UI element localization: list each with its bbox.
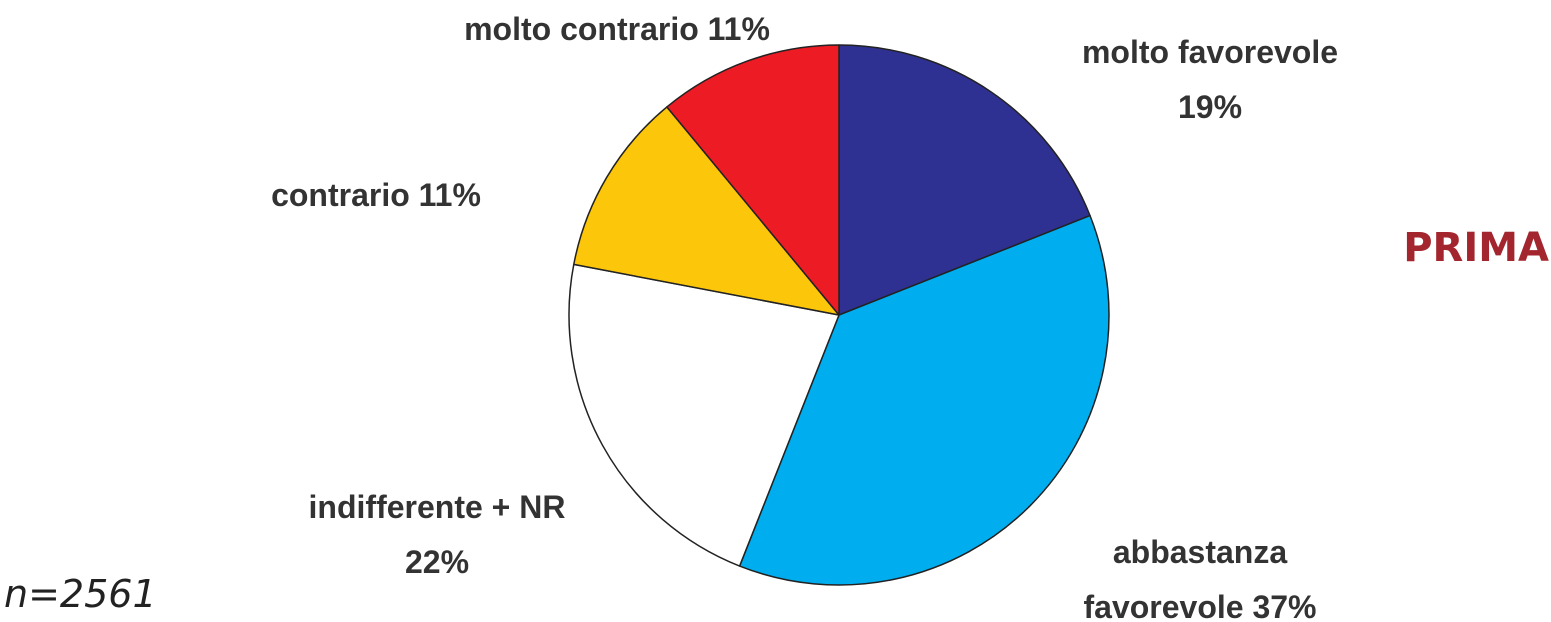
pie-slice bbox=[838, 44, 1091, 316]
category-name: contrario bbox=[271, 177, 410, 213]
value-label: 22% bbox=[404, 544, 470, 580]
value-label: 37% bbox=[1252, 589, 1317, 622]
pie-slice bbox=[568, 263, 840, 567]
slice-label: contrario 11% bbox=[166, 168, 586, 223]
value-label: 11% bbox=[418, 177, 481, 213]
category-name: molto favorevole bbox=[1081, 34, 1339, 70]
slice-label: indifferente + NR 22% bbox=[277, 480, 597, 590]
pie-slice bbox=[666, 44, 840, 316]
category-name: molto contrario bbox=[464, 11, 699, 47]
annotation: PRIMA bbox=[1403, 225, 1549, 271]
slice-label: abbastanza favorevole 37% bbox=[1055, 525, 1345, 622]
category-name: abbastanza favorevole bbox=[1083, 534, 1288, 622]
value-label: 19% bbox=[1177, 89, 1243, 125]
pie-slice bbox=[573, 106, 840, 316]
value-label: 11% bbox=[707, 11, 770, 47]
annotation: n=2561 bbox=[4, 572, 157, 616]
slice-label: molto favorevole 19% bbox=[1060, 25, 1360, 135]
pie-slice bbox=[738, 214, 1110, 586]
category-name: indifferente + NR bbox=[308, 489, 566, 525]
slice-label: molto contrario 11% bbox=[447, 2, 787, 57]
